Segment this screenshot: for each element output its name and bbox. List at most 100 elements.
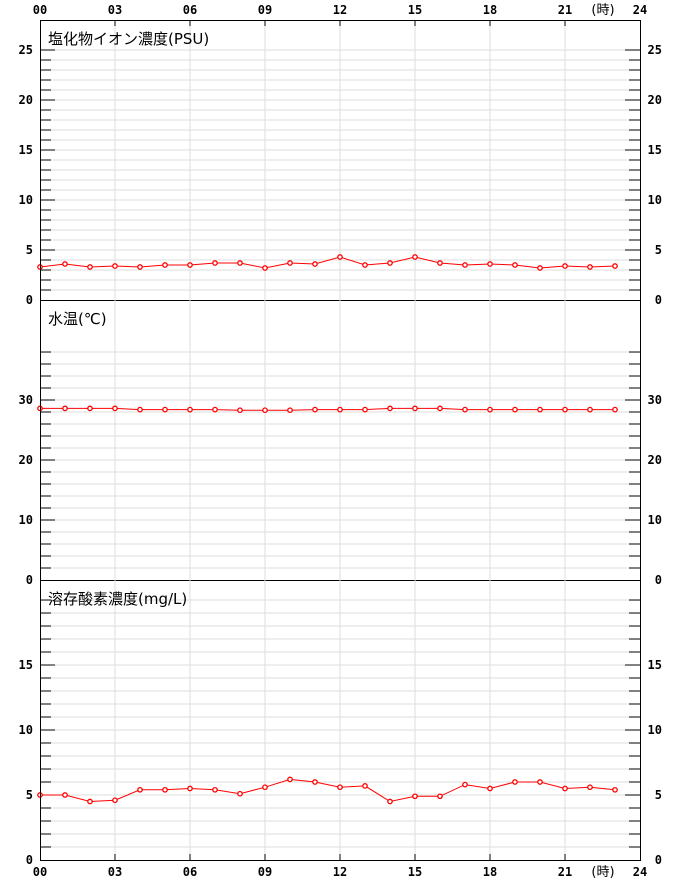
data-point: [187, 406, 193, 413]
data-point: [237, 407, 243, 414]
panel-title: 水温(℃): [48, 310, 107, 328]
data-point: [412, 405, 418, 412]
data-point: [162, 406, 168, 413]
data-point: [137, 264, 143, 270]
y-tick-label-left: 0: [26, 293, 33, 307]
data-point: [112, 263, 118, 269]
series-line: [39, 256, 616, 269]
y-tick-label-left: 5: [26, 243, 33, 257]
data-point: [187, 262, 193, 268]
data-point: [262, 265, 268, 271]
y-tick-label-right: 20: [648, 453, 662, 467]
data-point: [562, 785, 568, 792]
data-point: [512, 262, 518, 268]
panel-1: 0 0 10 10 20 20 30 30 水温(℃): [19, 300, 662, 587]
y-tick-label-left: 20: [19, 453, 33, 467]
data-point: [462, 262, 468, 268]
y-tick-label-right: 15: [648, 658, 662, 672]
data-point: [362, 406, 368, 413]
data-point: [337, 784, 343, 791]
x-tick-label-bottom: 06: [183, 865, 197, 879]
data-point: [462, 406, 468, 413]
y-tick-label-right: 25: [648, 43, 662, 57]
y-tick-label-left: 0: [26, 573, 33, 587]
y-tick-label-right: 10: [648, 193, 662, 207]
data-point: [162, 786, 168, 793]
panel-0: 0 0 5 5 10 10 15 15 20 20 25 25 塩化物イオン濃度(PSU): [19, 20, 662, 307]
x-tick-label-top: 21: [558, 3, 572, 17]
data-point: [62, 261, 68, 267]
y-tick-label-right: 10: [648, 513, 662, 527]
data-point: [537, 779, 543, 785]
data-point: [437, 260, 443, 266]
panel-2: 0 0 5 5 10 10 15 15 溶存酸素濃度(mg/L): [19, 580, 662, 867]
data-point: [437, 793, 443, 800]
data-point: [212, 260, 218, 266]
data-point: [387, 798, 393, 805]
data-point: [262, 784, 268, 791]
data-point: [87, 264, 93, 270]
data-point: [362, 262, 368, 268]
x-tick-label-bottom: 09: [258, 865, 272, 879]
series-line: [40, 407, 615, 411]
data-point: [362, 783, 368, 789]
y-tick-label-right: 30: [648, 393, 662, 407]
data-point: [237, 790, 243, 797]
data-point: [387, 405, 393, 412]
data-point: [312, 406, 318, 413]
x-unit-label: (時): [591, 865, 614, 880]
x-tick-label-bottom: 00: [33, 865, 47, 879]
x-tick-label-bottom: 18: [483, 865, 497, 879]
panel-title: 溶存酸素濃度(mg/L): [48, 590, 187, 608]
data-point: [487, 785, 493, 792]
y-tick-label-left: 30: [19, 393, 33, 407]
y-tick-label-right: 20: [648, 93, 662, 107]
data-point: [412, 254, 418, 260]
x-unit-label: (時): [591, 3, 614, 18]
data-point: [112, 405, 118, 412]
y-tick-label-left: 15: [19, 658, 33, 672]
data-point: [62, 405, 68, 412]
x-tick-label-top: 03: [108, 3, 122, 17]
data-point: [512, 406, 518, 413]
data-point: [87, 798, 93, 805]
data-point: [312, 261, 318, 267]
y-tick-label-right: 0: [655, 573, 662, 587]
data-point: [287, 260, 293, 266]
data-point: [212, 786, 218, 793]
data-point: [237, 260, 243, 266]
y-tick-label-left: 10: [19, 193, 33, 207]
data-point: [537, 265, 543, 271]
data-point: [612, 786, 618, 793]
y-tick-label-right: 5: [655, 243, 662, 257]
x-tick-label-top: 09: [258, 3, 272, 17]
x-tick-label-top: 00: [33, 3, 47, 17]
data-point: [587, 784, 593, 791]
y-tick-label-left: 15: [19, 143, 33, 157]
data-point: [312, 779, 318, 785]
data-point: [337, 406, 343, 413]
series-line: [40, 778, 616, 803]
x-tick-label-bottom: 24: [633, 865, 647, 879]
x-tick-label-bottom: 15: [408, 865, 422, 879]
data-point: [387, 260, 393, 266]
x-tick-label-bottom: 21: [558, 865, 572, 879]
data-point: [537, 406, 543, 413]
data-point: [212, 406, 218, 413]
x-tick-label-top: 18: [483, 3, 497, 17]
x-tick-label-top: 24: [633, 3, 647, 17]
x-tick-label-top: 15: [408, 3, 422, 17]
data-point: [587, 406, 593, 413]
y-tick-label-left: 25: [19, 43, 33, 57]
data-point: [187, 785, 193, 792]
data-point: [87, 405, 93, 412]
data-point: [112, 797, 118, 804]
data-point: [612, 406, 618, 413]
data-point: [262, 407, 268, 414]
data-point: [137, 786, 143, 793]
data-point: [337, 254, 343, 260]
y-tick-label-right: 0: [655, 853, 662, 867]
y-tick-label-right: 15: [648, 143, 662, 157]
data-point: [487, 261, 493, 267]
data-point: [287, 407, 293, 414]
